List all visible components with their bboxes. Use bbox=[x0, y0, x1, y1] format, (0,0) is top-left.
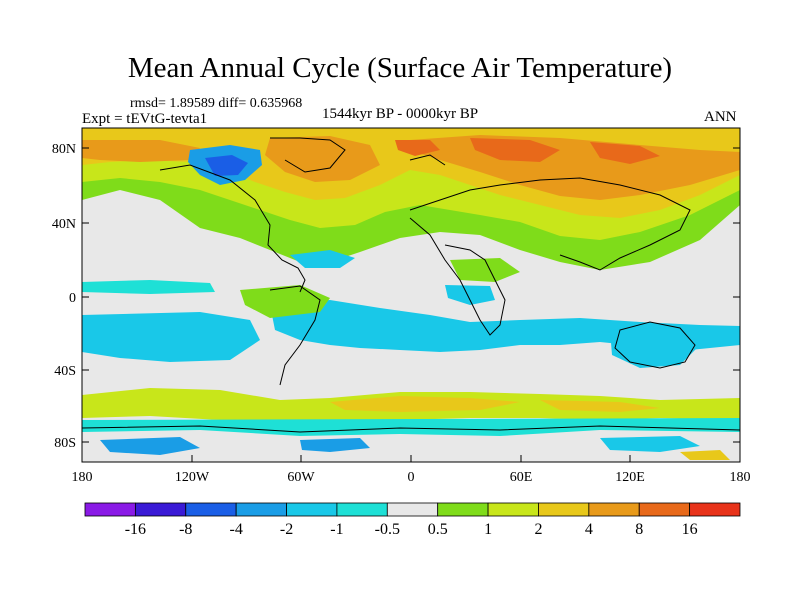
field-neutral-antarctic bbox=[82, 430, 740, 462]
field-deeporange-1 bbox=[470, 138, 560, 162]
colorbar-box-4 bbox=[286, 502, 338, 517]
lon-label-60e: 60E bbox=[510, 470, 533, 485]
colorbar-label-6: 0.5 bbox=[428, 521, 448, 538]
lon-ticks bbox=[191, 455, 631, 462]
colorbar-box-11 bbox=[638, 502, 691, 517]
field-cyan-africa bbox=[445, 285, 495, 305]
colorbar-box-8 bbox=[487, 502, 539, 517]
lon-label-120e: 120E bbox=[615, 470, 645, 485]
colorbar bbox=[84, 502, 741, 517]
field-cyan-antarctic-2 bbox=[600, 436, 700, 452]
colorbar-label-10: 8 bbox=[635, 521, 643, 538]
colorbar-box-9 bbox=[538, 502, 590, 517]
colorbar-box-0 bbox=[84, 502, 136, 517]
colorbar-label-8: 2 bbox=[534, 521, 542, 538]
colorbar-box-5 bbox=[336, 502, 388, 517]
colorbar-box-10 bbox=[588, 502, 640, 517]
period-text: 1544kyr BP - 0000kyr BP bbox=[322, 106, 479, 122]
field-deeporange-3 bbox=[395, 140, 440, 156]
field-orange-arctic bbox=[82, 140, 200, 162]
colorbar-labels: -16 -8 -4 -2 -1 -0.5 0.5 1 2 4 8 16 bbox=[125, 521, 698, 538]
colorbar-box-12 bbox=[689, 502, 741, 517]
lat-label-40n: 40N bbox=[52, 217, 76, 232]
season-text: ANN bbox=[704, 109, 737, 125]
colorbar-label-9: 4 bbox=[585, 521, 593, 538]
coastlines bbox=[82, 137, 740, 433]
field-green-africa bbox=[450, 258, 520, 282]
stats-text: rmsd= 1.89589 diff= 0.635968 bbox=[130, 96, 303, 111]
colorbar-label-2: -4 bbox=[229, 521, 242, 538]
lon-labels: 180 120W 60W 0 60E 120E 180 bbox=[72, 470, 751, 485]
lat-label-80s: 80S bbox=[54, 436, 76, 451]
lon-label-0: 0 bbox=[408, 470, 415, 485]
colorbar-box-7 bbox=[437, 502, 489, 517]
lat-label-40s: 40S bbox=[54, 364, 76, 379]
colorbar-box-1 bbox=[134, 502, 187, 517]
colorbar-label-5: -0.5 bbox=[375, 521, 400, 538]
field-cyan-pacific bbox=[82, 312, 260, 362]
lon-label-180w: 180 bbox=[72, 470, 93, 485]
colorbar-label-7: 1 bbox=[484, 521, 492, 538]
lon-label-120w: 120W bbox=[175, 470, 210, 485]
colorbar-label-4: -1 bbox=[330, 521, 343, 538]
experiment-text: Expt = tEVtG-tevta1 bbox=[82, 111, 208, 127]
colorbar-box-2 bbox=[185, 502, 237, 517]
colorbar-label-11: 16 bbox=[682, 521, 698, 538]
field-cyan-caribbean bbox=[290, 250, 355, 268]
colorbar-label-1: -8 bbox=[179, 521, 192, 538]
field-orange-greenland bbox=[265, 136, 380, 182]
lon-label-60w: 60W bbox=[287, 470, 315, 485]
colorbar-box-6 bbox=[386, 502, 439, 517]
colorbar-box-3 bbox=[235, 502, 287, 517]
field-blue-antarctic-2 bbox=[300, 438, 370, 452]
field-cyan-australia bbox=[610, 328, 700, 368]
lat-ticks bbox=[82, 147, 740, 443]
field-cyan-eq-pacific bbox=[82, 280, 215, 294]
field-yellow-south-2 bbox=[540, 400, 660, 412]
lat-label-80n: 80N bbox=[52, 142, 76, 157]
colorbar-label-0: -16 bbox=[125, 521, 146, 538]
chart-title: Mean Annual Cycle (Surface Air Temperatu… bbox=[127, 52, 673, 84]
field-yellow-south bbox=[330, 396, 520, 412]
lat-label-0: 0 bbox=[69, 291, 76, 306]
colorbar-label-3: -2 bbox=[280, 521, 293, 538]
field-darkblue-canada bbox=[205, 155, 248, 176]
temperature-field bbox=[82, 128, 740, 462]
lon-label-180e: 180 bbox=[730, 470, 751, 485]
field-yellow-antarctic bbox=[680, 450, 730, 460]
field-green-samerica bbox=[240, 285, 330, 318]
field-blue-antarctic-1 bbox=[100, 437, 200, 455]
field-deeporange-2 bbox=[590, 142, 660, 164]
lat-labels: 80N 40N 0 40S 80S bbox=[52, 142, 76, 451]
